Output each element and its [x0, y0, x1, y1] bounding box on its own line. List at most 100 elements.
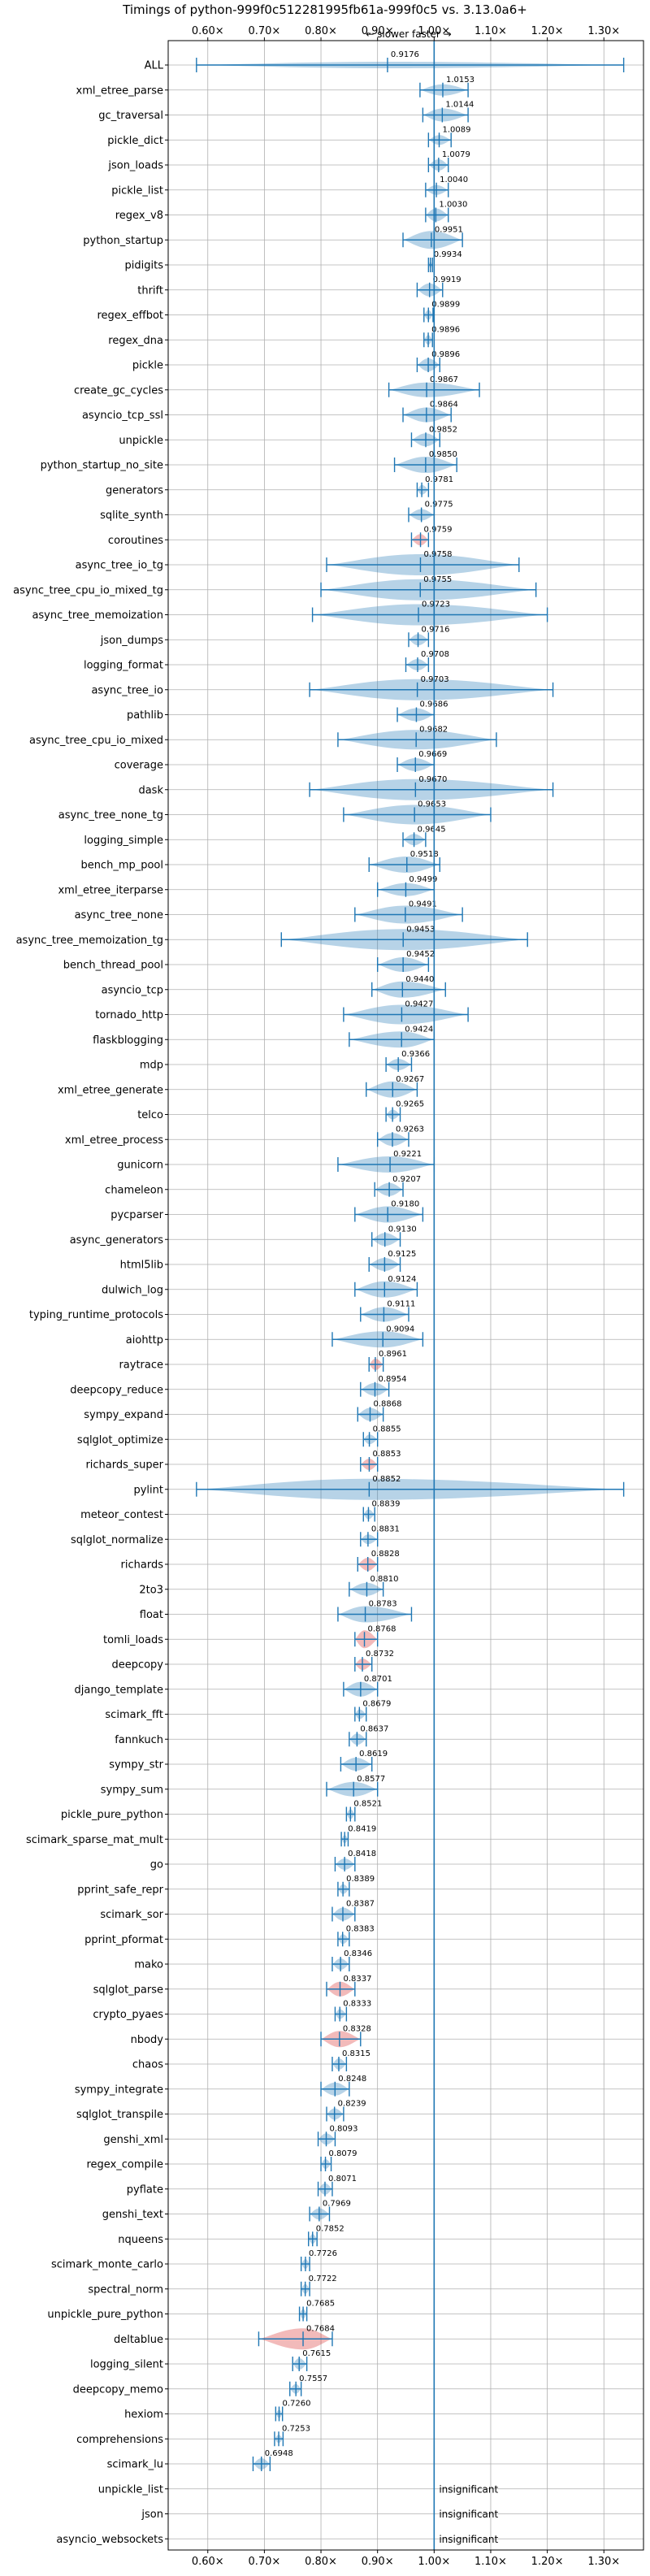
x-tick-label-bottom: 0.80×: [305, 2556, 337, 2568]
category-label: json_dumps: [100, 635, 163, 647]
category-label: pylint: [133, 1484, 163, 1496]
category-label: sympy_expand: [84, 1409, 163, 1421]
category-label: json: [141, 2509, 163, 2521]
category-label: pathlib: [127, 709, 163, 722]
value-label: 0.8853: [372, 1450, 401, 1459]
value-label: 0.9111: [387, 1300, 415, 1309]
label-layer: ALL 0.9176 xml_etree_parse 1.0153 gc_travers…: [13, 50, 498, 2546]
value-label: 0.7615: [302, 2349, 331, 2358]
chart-title: Timings of python-999f0c512281995fb61a-9…: [122, 2, 527, 17]
category-label: deepcopy_reduce: [70, 1384, 163, 1396]
value-label: 0.8868: [373, 1400, 401, 1409]
insignificant-label: insignificant: [439, 2483, 498, 2495]
value-label: 0.9452: [406, 950, 435, 959]
insignificant-label: insignificant: [439, 2534, 498, 2545]
value-label: 0.8619: [359, 1750, 388, 1759]
value-label: 0.9180: [391, 1200, 419, 1209]
value-label: 1.0144: [445, 101, 474, 110]
category-label: async_tree_cpu_io_mixed: [29, 735, 163, 747]
category-label: pidigits: [125, 260, 164, 272]
category-label: fannkuch: [115, 1734, 163, 1746]
category-label: sympy_integrate: [75, 2084, 163, 2096]
plot-frame: [167, 40, 644, 2551]
value-label: 0.9518: [410, 850, 439, 859]
axis-layer: 0.60× 0.60× 0.70× 0.70× 0.80× 0.80× 0.90× 0.90×…: [165, 25, 644, 2568]
category-label: chaos: [132, 2059, 163, 2071]
x-tick-label-top: 0.60×: [192, 25, 224, 37]
value-label: 0.8679: [362, 1700, 391, 1709]
x-tick-label-top: 0.90×: [362, 25, 394, 37]
value-label: 0.9781: [425, 475, 453, 484]
category-label: sqlite_synth: [100, 510, 163, 522]
value-label: 0.9896: [431, 325, 460, 334]
value-label: 0.9723: [422, 601, 450, 609]
value-label: 0.8079: [329, 2149, 358, 2158]
value-label: 0.8954: [378, 1375, 406, 1384]
value-label: 0.9427: [405, 1000, 433, 1009]
insignificant-label: insignificant: [439, 2509, 498, 2520]
category-label: thrift: [137, 284, 163, 297]
value-label: 0.9265: [396, 1100, 424, 1109]
value-label: 0.8852: [372, 1475, 401, 1484]
value-label: 0.7557: [299, 2374, 327, 2383]
category-label: django_template: [75, 1684, 163, 1696]
category-label: pprint_safe_repr: [77, 1884, 163, 1896]
category-label: pprint_pformat: [84, 1934, 163, 1946]
value-label: 0.9759: [424, 525, 453, 534]
category-label: sqlglot_optimize: [77, 1434, 163, 1446]
category-label: nbody: [131, 2034, 164, 2046]
value-label: 0.8093: [330, 2124, 358, 2133]
x-tick-label-top: 1.30×: [587, 25, 620, 37]
value-label: 0.9221: [393, 1150, 422, 1159]
value-label: 0.9645: [418, 825, 446, 834]
category-label: pycparser: [110, 1209, 163, 1221]
value-label: 0.7852: [316, 2224, 344, 2233]
category-label: python_startup_no_site: [41, 460, 163, 472]
x-tick-label-top: 1.20×: [531, 25, 564, 37]
value-label: 0.9267: [396, 1075, 424, 1084]
category-label: sqlglot_transpile: [76, 2109, 163, 2121]
category-label: scimark_sor: [100, 1909, 163, 1921]
category-label: python_startup: [83, 235, 163, 247]
value-label: 0.8839: [371, 1500, 400, 1509]
value-label: 0.9850: [429, 450, 457, 459]
value-label: 0.8783: [369, 1600, 397, 1609]
category-label: xml_etree_generate: [58, 1084, 163, 1096]
value-label: 0.9864: [430, 401, 458, 410]
value-label: 0.8831: [371, 1524, 400, 1533]
category-label: asyncio_tcp: [102, 984, 163, 996]
value-label: 0.9130: [388, 1225, 417, 1234]
value-label: 1.0089: [443, 125, 471, 134]
category-label: go: [150, 1859, 163, 1871]
category-label: asyncio_tcp_ssl: [82, 410, 163, 422]
value-label: 0.9951: [435, 225, 463, 234]
grid-layer: [168, 41, 644, 2550]
category-label: telco: [137, 1109, 163, 1121]
category-label: bench_mp_pool: [80, 860, 163, 872]
value-label: 0.8732: [366, 1650, 394, 1659]
category-label: crypto_pyaes: [93, 2009, 163, 2021]
x-tick-label-top: 0.70×: [248, 25, 280, 37]
category-label: pyflate: [127, 2184, 163, 2196]
value-label: 0.9207: [392, 1175, 421, 1184]
value-label: 0.7684: [306, 2324, 335, 2333]
category-label: scimark_lu: [107, 2459, 163, 2471]
value-label: 1.0153: [446, 76, 474, 85]
value-label: 0.8637: [360, 1724, 388, 1733]
category-label: async_tree_cpu_io_mixed_tg: [13, 584, 163, 596]
category-label: unpickle_pure_python: [47, 2309, 163, 2321]
value-label: 0.9424: [405, 1025, 433, 1034]
value-label: 0.8248: [338, 2075, 366, 2084]
value-label: 0.8701: [364, 1675, 392, 1684]
category-label: unpickle_list: [98, 2483, 163, 2496]
category-label: async_generators: [70, 1234, 164, 1247]
category-label: async_tree_none: [75, 909, 163, 922]
category-label: chameleon: [105, 1184, 163, 1196]
value-label: 0.8315: [342, 2049, 370, 2058]
category-label: tomli_loads: [103, 1634, 163, 1646]
value-label: 0.8071: [328, 2175, 357, 2184]
category-label: dask: [138, 784, 163, 796]
value-label: 0.9499: [409, 875, 437, 884]
category-label: pickle_list: [111, 184, 163, 197]
value-label: 0.9758: [423, 550, 452, 559]
